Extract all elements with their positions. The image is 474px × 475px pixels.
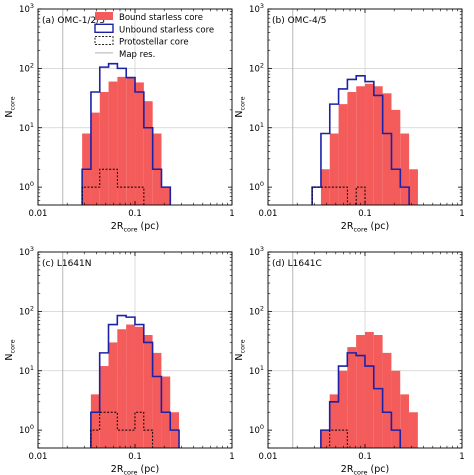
bound-bar: [382, 93, 392, 205]
bound-bar: [152, 352, 162, 448]
bound-bar: [126, 324, 135, 448]
panel-label: (b) OMC-4/5: [272, 16, 326, 26]
bound-bar: [373, 86, 383, 205]
bound-bar: [134, 326, 144, 448]
x-tick-label: 1: [229, 452, 234, 462]
unbound-step: [81, 62, 172, 205]
x-tick-label: 0.1: [358, 209, 372, 219]
bound-bar: [161, 187, 171, 205]
bound-bar: [347, 347, 357, 448]
legend-label-proto: Protostellar core: [119, 38, 189, 48]
unbound-step: [320, 352, 402, 448]
x-axis-label: 2Rcore (pc): [111, 464, 159, 475]
panel-1: 0.01 0.1 1 100 101 102 103 2Rcore (pc) Ncore (a) …: [4, 2, 235, 234]
bound-bar: [135, 82, 144, 205]
y-tick-label: 103: [19, 245, 34, 258]
y-tick-label: 100: [249, 180, 264, 193]
x-tick-label: 0.01: [259, 209, 278, 219]
x-tick-label: 1: [229, 209, 234, 219]
x-axis-label: 2Rcore (pc): [111, 221, 159, 234]
y-tick-label: 103: [249, 245, 264, 258]
bound-bar: [400, 394, 410, 448]
unbound-step: [90, 314, 180, 448]
y-axis-label: Ncore: [4, 96, 17, 117]
y-axis-label: Ncore: [234, 339, 247, 360]
x-tick-label: 1: [459, 452, 464, 462]
x-tick-label: 0.1: [128, 209, 142, 219]
protostellar-step: [90, 411, 154, 448]
bound-bar: [347, 92, 357, 205]
y-axis-label: Ncore: [4, 339, 17, 360]
bound-bar: [373, 335, 383, 448]
x-axis-label: 2Rcore (pc): [341, 221, 389, 234]
bound-bar: [117, 76, 127, 205]
y-tick-label: 100: [249, 423, 264, 436]
protostellar-step: [81, 168, 145, 205]
bound-bar: [356, 86, 366, 205]
bound-bar: [99, 366, 109, 448]
legend-swatch-bound: [95, 12, 113, 20]
bound-bar: [365, 83, 374, 205]
y-tick-label: 101: [249, 364, 264, 377]
panel-label: (c) L1641N: [42, 259, 91, 269]
legend-swatch-proto: [94, 36, 114, 46]
bound-bar: [338, 104, 348, 205]
bound-bar: [320, 430, 330, 448]
y-tick-label: 102: [249, 304, 264, 317]
x-tick-label: 0.01: [259, 452, 278, 462]
bound-bar: [338, 370, 348, 448]
bound-bar: [143, 101, 153, 205]
protostellar-step: [329, 429, 348, 448]
panel-label: (d) L1641C: [272, 259, 322, 269]
y-axis-label: Ncore: [234, 96, 247, 117]
bound-bar: [108, 81, 118, 205]
legend-swatch-unbound: [94, 23, 114, 33]
y-tick-label: 101: [19, 121, 34, 134]
bound-bar: [90, 394, 100, 448]
x-tick-label: 1: [459, 209, 464, 219]
legend-label-unbound: Unbound starless core: [119, 25, 214, 35]
bound-bar: [90, 112, 100, 205]
bound-bar: [364, 331, 374, 448]
y-tick-label: 101: [249, 121, 264, 134]
bound-bar: [117, 329, 127, 448]
bound-bar: [126, 77, 136, 205]
y-tick-label: 102: [19, 304, 34, 317]
panel-2: 0.01 0.1 1 100 101 102 103 2Rcore (pc) Ncore (b) …: [234, 2, 465, 234]
bound-bar: [382, 352, 392, 448]
y-tick-label: 102: [249, 61, 264, 74]
bound-bar: [391, 109, 401, 205]
panel-3: 0.01 0.1 1 100 101 102 103 2Rcore (pc) Ncore (c) …: [4, 245, 235, 475]
bound-bar: [99, 92, 109, 205]
bound-bar: [400, 133, 410, 205]
y-tick-label: 102: [19, 61, 34, 74]
bound-bar: [409, 412, 418, 448]
legend-label-bound: Bound starless core: [119, 13, 203, 23]
y-tick-label: 100: [19, 180, 34, 193]
legend: Bound starless core Unbound starless core…: [94, 12, 214, 60]
legend-label-res: Map res.: [119, 50, 155, 60]
bound-bar: [143, 335, 153, 448]
x-tick-label: 0.01: [29, 209, 48, 219]
bound-bar: [391, 370, 401, 448]
x-tick-label: 0.1: [128, 452, 142, 462]
panel-label: (a) OMC-1/2/3: [42, 16, 105, 26]
bound-bar: [356, 335, 365, 448]
y-tick-label: 101: [19, 364, 34, 377]
unbound-step: [311, 74, 410, 205]
protostellar-step: [311, 186, 366, 205]
y-tick-label: 100: [19, 423, 34, 436]
bound-bar: [329, 394, 339, 448]
x-tick-label: 0.01: [29, 452, 48, 462]
bound-bar: [409, 169, 418, 205]
bound-bar: [329, 133, 339, 205]
y-tick-label: 103: [249, 2, 264, 15]
x-tick-label: 0.1: [358, 452, 372, 462]
panel-4: 0.01 0.1 1 100 101 102 103 2Rcore (pc) Ncore (d) …: [234, 245, 465, 475]
x-axis-label: 2Rcore (pc): [341, 464, 389, 475]
y-tick-label: 103: [19, 2, 34, 15]
bound-bar: [108, 342, 118, 448]
